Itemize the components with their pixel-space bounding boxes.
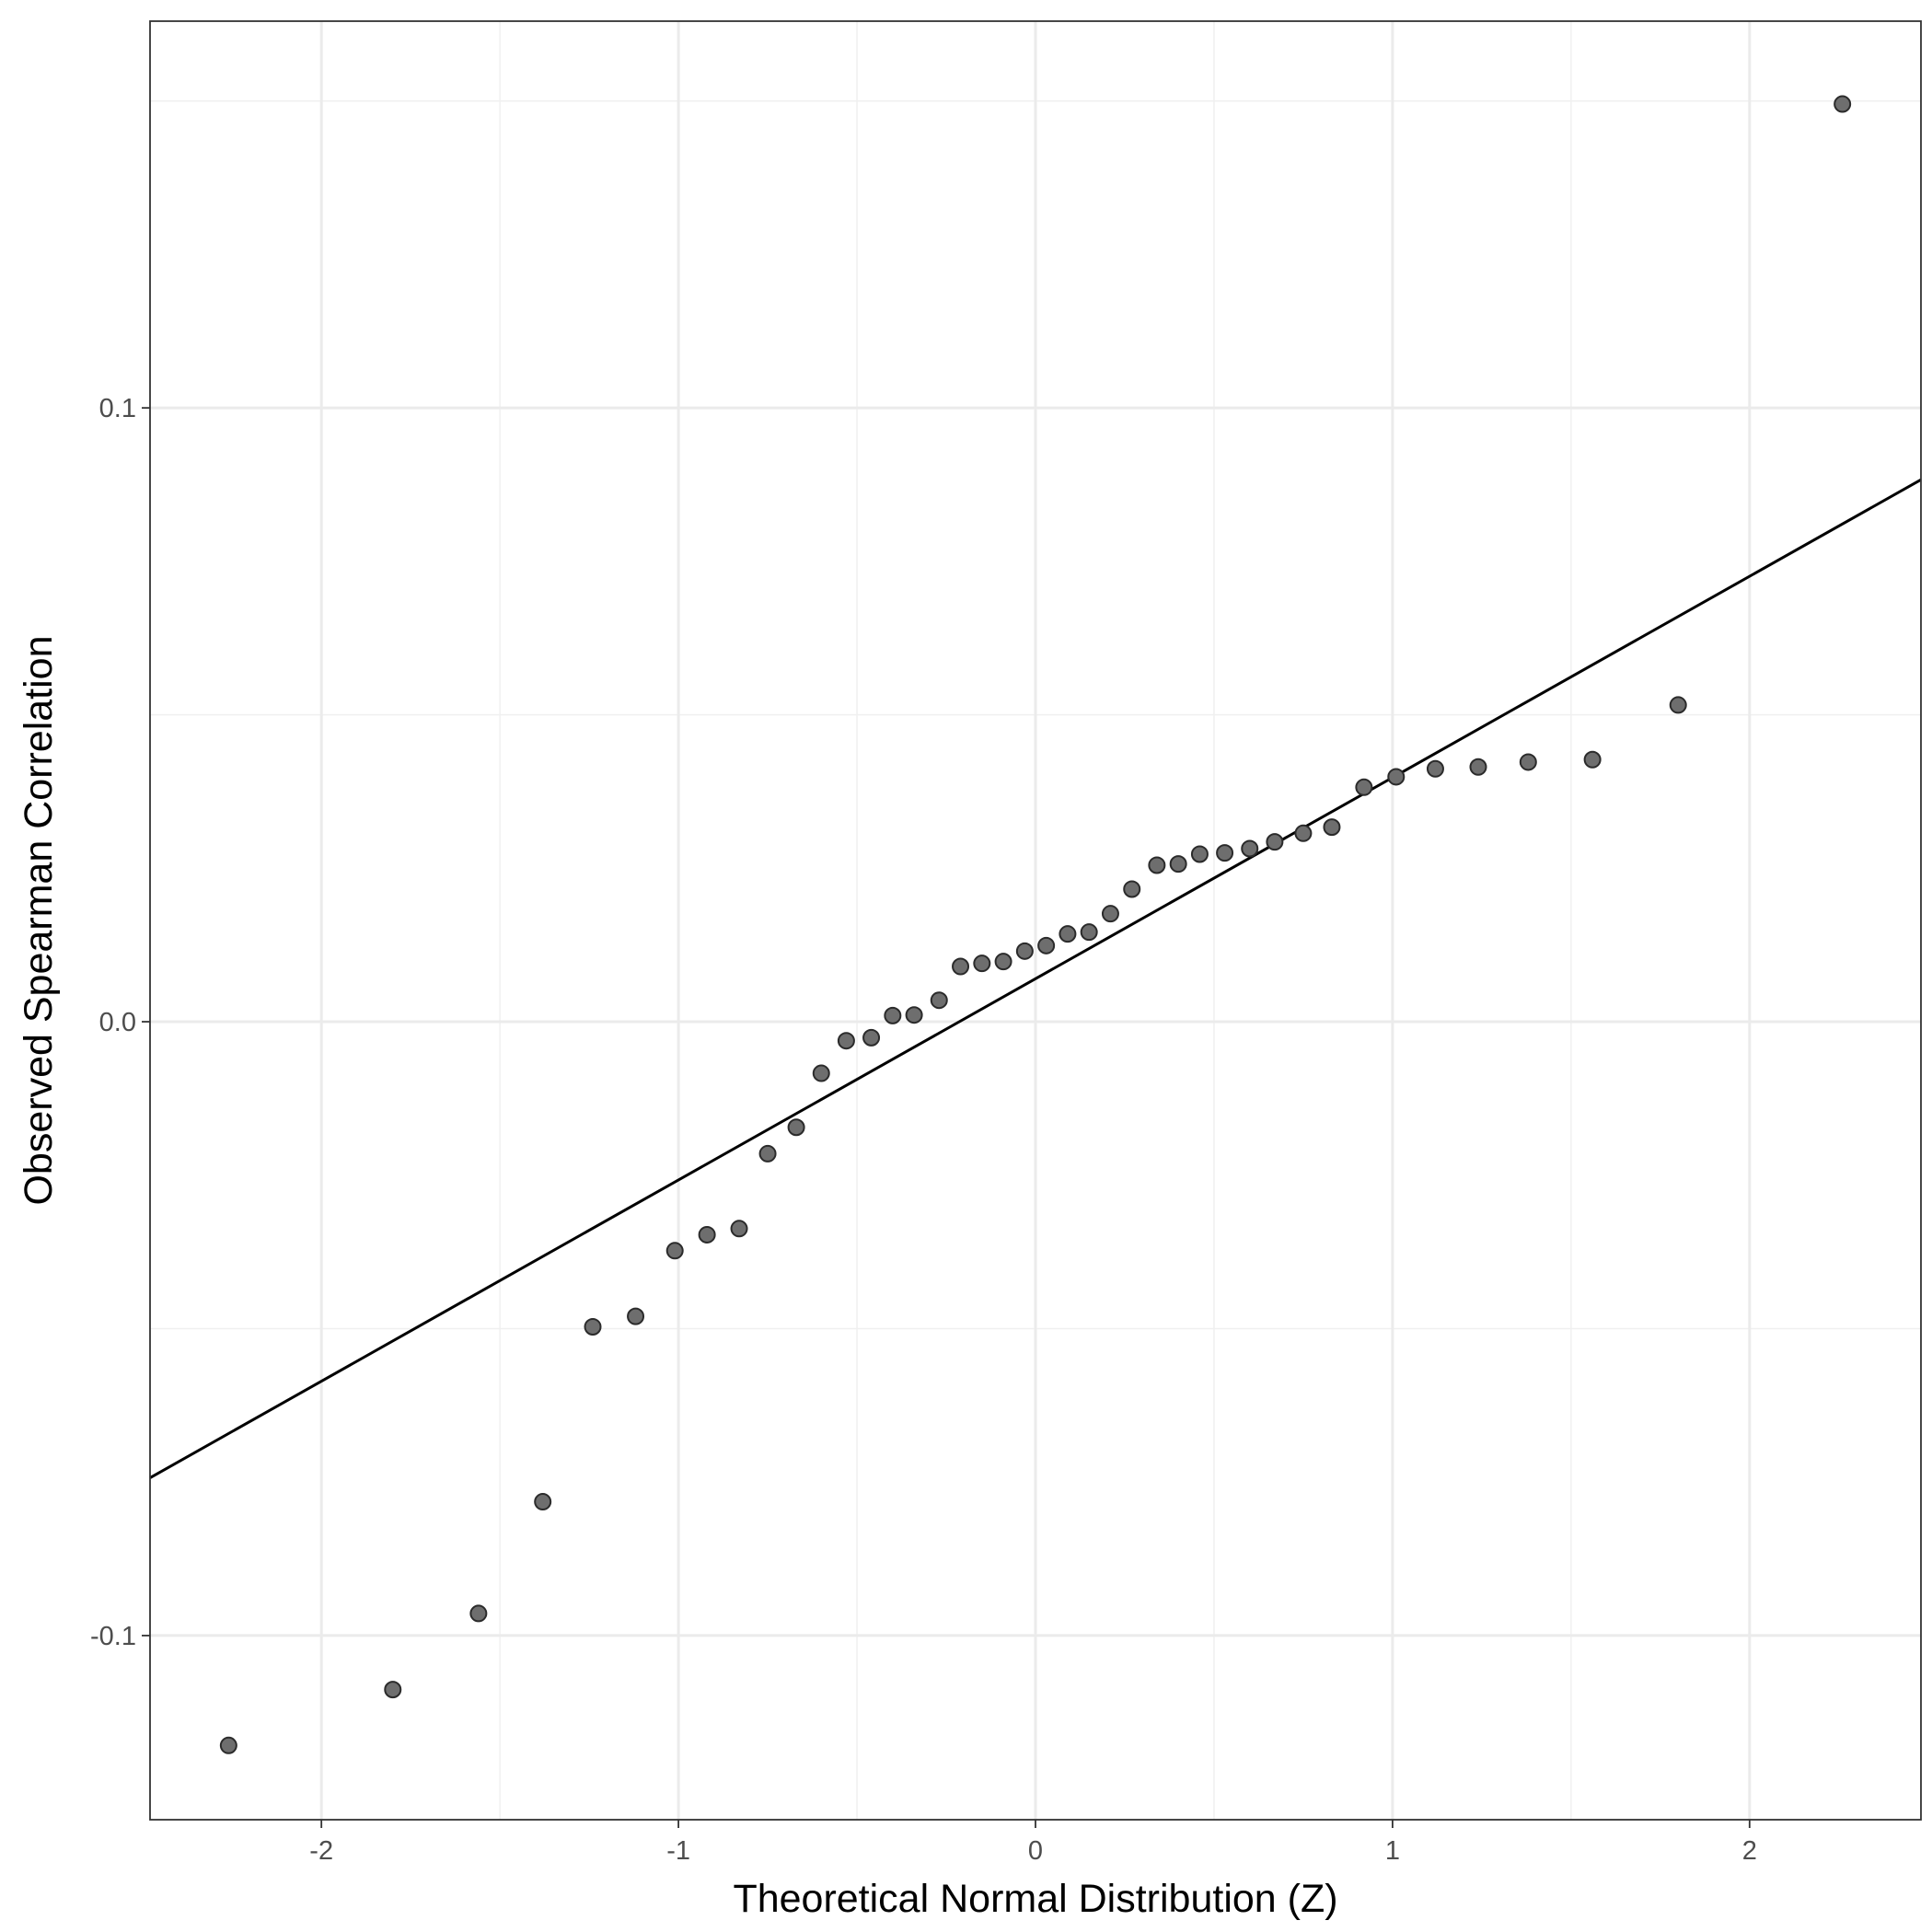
data-point [534, 1493, 552, 1511]
data-point [1190, 845, 1209, 863]
data-point [1323, 818, 1341, 837]
data-points [219, 95, 1852, 1754]
data-point [469, 1604, 488, 1623]
data-point [1080, 923, 1098, 942]
data-point [1834, 95, 1852, 113]
data-point [787, 1118, 805, 1137]
data-point [665, 1242, 684, 1260]
data-point [1216, 844, 1234, 862]
data-point [1669, 696, 1687, 714]
y-tick-label: 0.1 [99, 394, 136, 423]
data-point [1387, 768, 1406, 786]
data-point [994, 953, 1012, 971]
data-point [973, 954, 991, 973]
data-point [1355, 778, 1373, 796]
data-point [1015, 942, 1034, 960]
reference-line [149, 478, 1922, 1479]
data-point [1294, 824, 1313, 842]
y-axis-ticks: -0.1 0.0 0.1 [90, 394, 150, 1651]
y-tick-label: 0.0 [99, 1008, 136, 1037]
y-tick-label: -0.1 [90, 1622, 136, 1651]
x-tick-label: -1 [666, 1836, 690, 1866]
data-point [1426, 759, 1444, 778]
data-point [1148, 856, 1166, 874]
x-tick-label: 2 [1742, 1836, 1757, 1866]
data-point [384, 1681, 402, 1699]
data-point [862, 1028, 881, 1047]
x-tick-label: -2 [309, 1836, 333, 1866]
data-point [930, 991, 948, 1010]
data-point [698, 1225, 716, 1244]
data-point [1101, 905, 1119, 923]
data-point [584, 1317, 602, 1336]
data-point [884, 1006, 902, 1024]
data-point [219, 1736, 237, 1754]
data-point [952, 957, 970, 976]
x-axis-ticks: -2 -1 0 1 2 [309, 1820, 1757, 1866]
data-point [1169, 855, 1187, 873]
data-point [905, 1006, 923, 1024]
data-point [627, 1307, 645, 1325]
data-point [1059, 925, 1077, 943]
x-tick-label: 1 [1385, 1836, 1400, 1866]
data-point [730, 1220, 748, 1238]
data-point [812, 1064, 830, 1082]
x-axis-title: Theoretical Normal Distribution (Z) [733, 1877, 1337, 1921]
data-point [1583, 750, 1602, 769]
x-tick-label: 0 [1028, 1836, 1043, 1866]
data-point [837, 1032, 855, 1050]
data-point [1037, 936, 1056, 954]
y-axis-title: Observed Spearman Correlation [17, 635, 61, 1205]
data-point [1469, 758, 1487, 776]
data-point [1519, 753, 1537, 771]
data-point [1266, 833, 1284, 851]
data-point [758, 1144, 777, 1163]
data-point [1123, 880, 1141, 898]
grid-major [150, 21, 1921, 1820]
data-point [1241, 839, 1259, 858]
